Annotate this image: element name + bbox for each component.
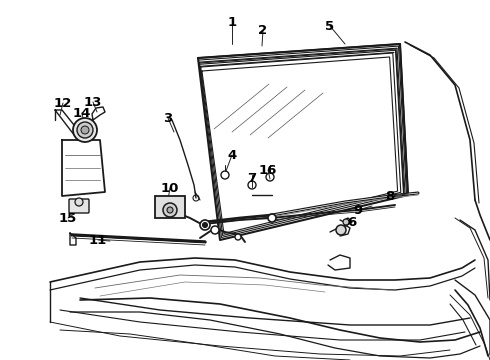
Text: 2: 2 (258, 23, 268, 36)
Circle shape (268, 214, 276, 222)
Text: 5: 5 (325, 19, 335, 32)
Text: 15: 15 (59, 212, 77, 225)
Text: 3: 3 (163, 112, 172, 125)
Circle shape (163, 203, 177, 217)
Circle shape (73, 118, 97, 142)
FancyBboxPatch shape (155, 196, 185, 218)
Text: 12: 12 (54, 96, 72, 109)
Text: 10: 10 (161, 181, 179, 194)
Circle shape (343, 219, 349, 225)
Circle shape (77, 122, 93, 138)
Circle shape (75, 198, 83, 206)
Circle shape (336, 225, 346, 235)
Text: 8: 8 (385, 189, 394, 202)
Text: 1: 1 (227, 15, 237, 28)
Circle shape (266, 173, 274, 181)
Text: 6: 6 (347, 216, 357, 229)
Circle shape (193, 195, 199, 201)
Text: 13: 13 (84, 95, 102, 108)
FancyBboxPatch shape (69, 199, 89, 213)
Circle shape (211, 226, 219, 234)
Circle shape (235, 234, 241, 240)
Circle shape (248, 181, 256, 189)
Text: 9: 9 (353, 203, 363, 216)
Circle shape (167, 207, 173, 213)
Circle shape (200, 220, 210, 230)
Circle shape (221, 171, 229, 179)
Text: 16: 16 (259, 163, 277, 176)
Circle shape (81, 126, 89, 134)
Text: 7: 7 (247, 171, 257, 185)
Text: 14: 14 (73, 107, 91, 120)
Circle shape (202, 222, 207, 228)
Text: 11: 11 (89, 234, 107, 247)
Text: 4: 4 (227, 149, 237, 162)
